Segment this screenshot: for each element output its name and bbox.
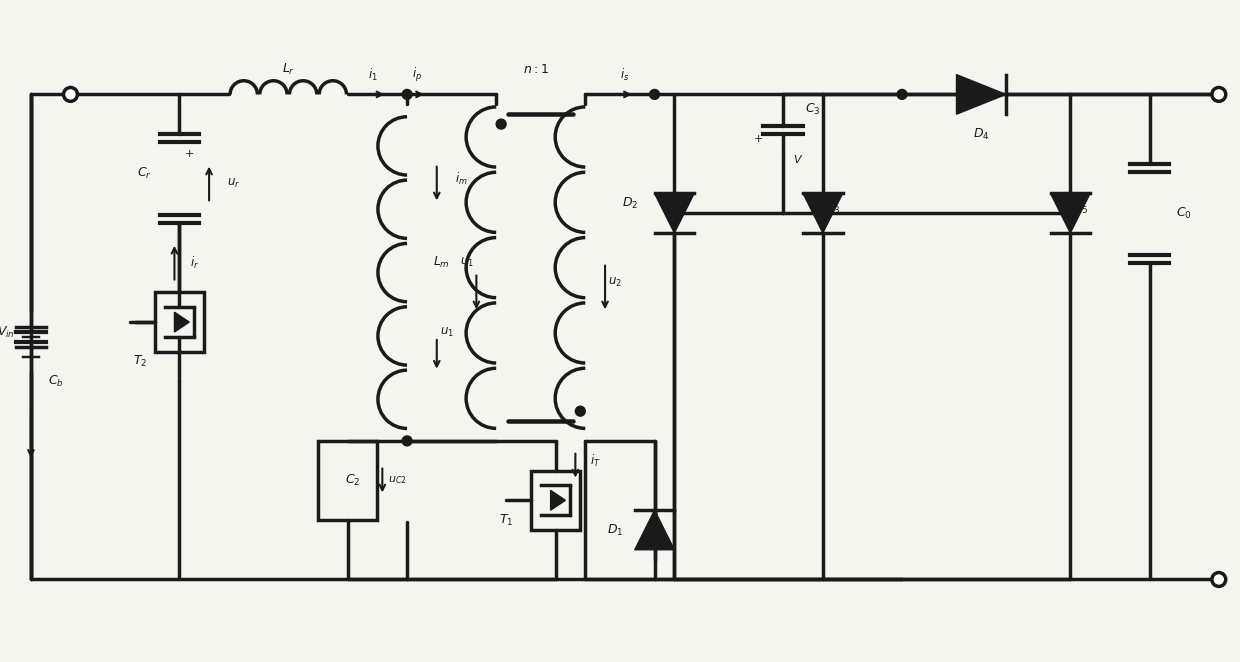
Text: $u_1$: $u_1$	[440, 326, 454, 338]
Polygon shape	[655, 193, 694, 233]
Circle shape	[897, 89, 906, 99]
Text: $i_p$: $i_p$	[412, 66, 422, 83]
Polygon shape	[175, 312, 190, 332]
Circle shape	[496, 119, 506, 129]
Text: $u_2$: $u_2$	[608, 276, 622, 289]
Text: $n:1$: $n:1$	[523, 63, 548, 76]
Text: $D_2$: $D_2$	[621, 196, 637, 211]
Text: $D_5$: $D_5$	[1073, 201, 1089, 216]
Polygon shape	[551, 491, 565, 510]
Circle shape	[63, 87, 77, 101]
Circle shape	[1211, 87, 1226, 101]
Circle shape	[1211, 573, 1226, 587]
Text: $C_r$: $C_r$	[138, 166, 153, 181]
Text: $V_{in}$: $V_{in}$	[0, 324, 15, 340]
Text: $u_{C2}$: $u_{C2}$	[388, 475, 407, 487]
Text: $+$: $+$	[754, 134, 764, 144]
Bar	[155, 293, 205, 352]
Polygon shape	[956, 75, 1006, 115]
Text: $+$: $+$	[185, 148, 195, 160]
Text: $i_m$: $i_m$	[455, 171, 467, 187]
Text: $D_1$: $D_1$	[606, 522, 624, 538]
Bar	[531, 471, 580, 530]
Polygon shape	[635, 510, 675, 549]
Text: $i_1$: $i_1$	[367, 67, 377, 83]
Bar	[317, 441, 377, 520]
Text: $i_r$: $i_r$	[190, 255, 198, 271]
Circle shape	[402, 89, 412, 99]
Text: $u_r$: $u_r$	[227, 177, 241, 190]
Text: $D_4$: $D_4$	[973, 126, 990, 142]
Text: $C_3$: $C_3$	[805, 102, 821, 117]
Text: $i_s$: $i_s$	[620, 67, 630, 83]
Circle shape	[650, 89, 660, 99]
Text: $V$: $V$	[792, 153, 804, 165]
Text: $L_m$: $L_m$	[433, 255, 450, 270]
Text: $T_1$: $T_1$	[498, 512, 513, 528]
Circle shape	[402, 436, 412, 446]
Text: $C_2$: $C_2$	[345, 473, 361, 488]
Text: $T_2$: $T_2$	[133, 354, 146, 369]
Text: $L_r$: $L_r$	[281, 62, 295, 77]
Polygon shape	[804, 193, 843, 233]
Text: $D_3$: $D_3$	[825, 201, 841, 216]
Text: $C_0$: $C_0$	[1177, 206, 1192, 220]
Text: $i_T$: $i_T$	[590, 453, 600, 469]
Circle shape	[575, 406, 585, 416]
Polygon shape	[1050, 193, 1090, 233]
Text: $u_1$: $u_1$	[460, 256, 474, 269]
Text: $C_b$: $C_b$	[47, 374, 63, 389]
